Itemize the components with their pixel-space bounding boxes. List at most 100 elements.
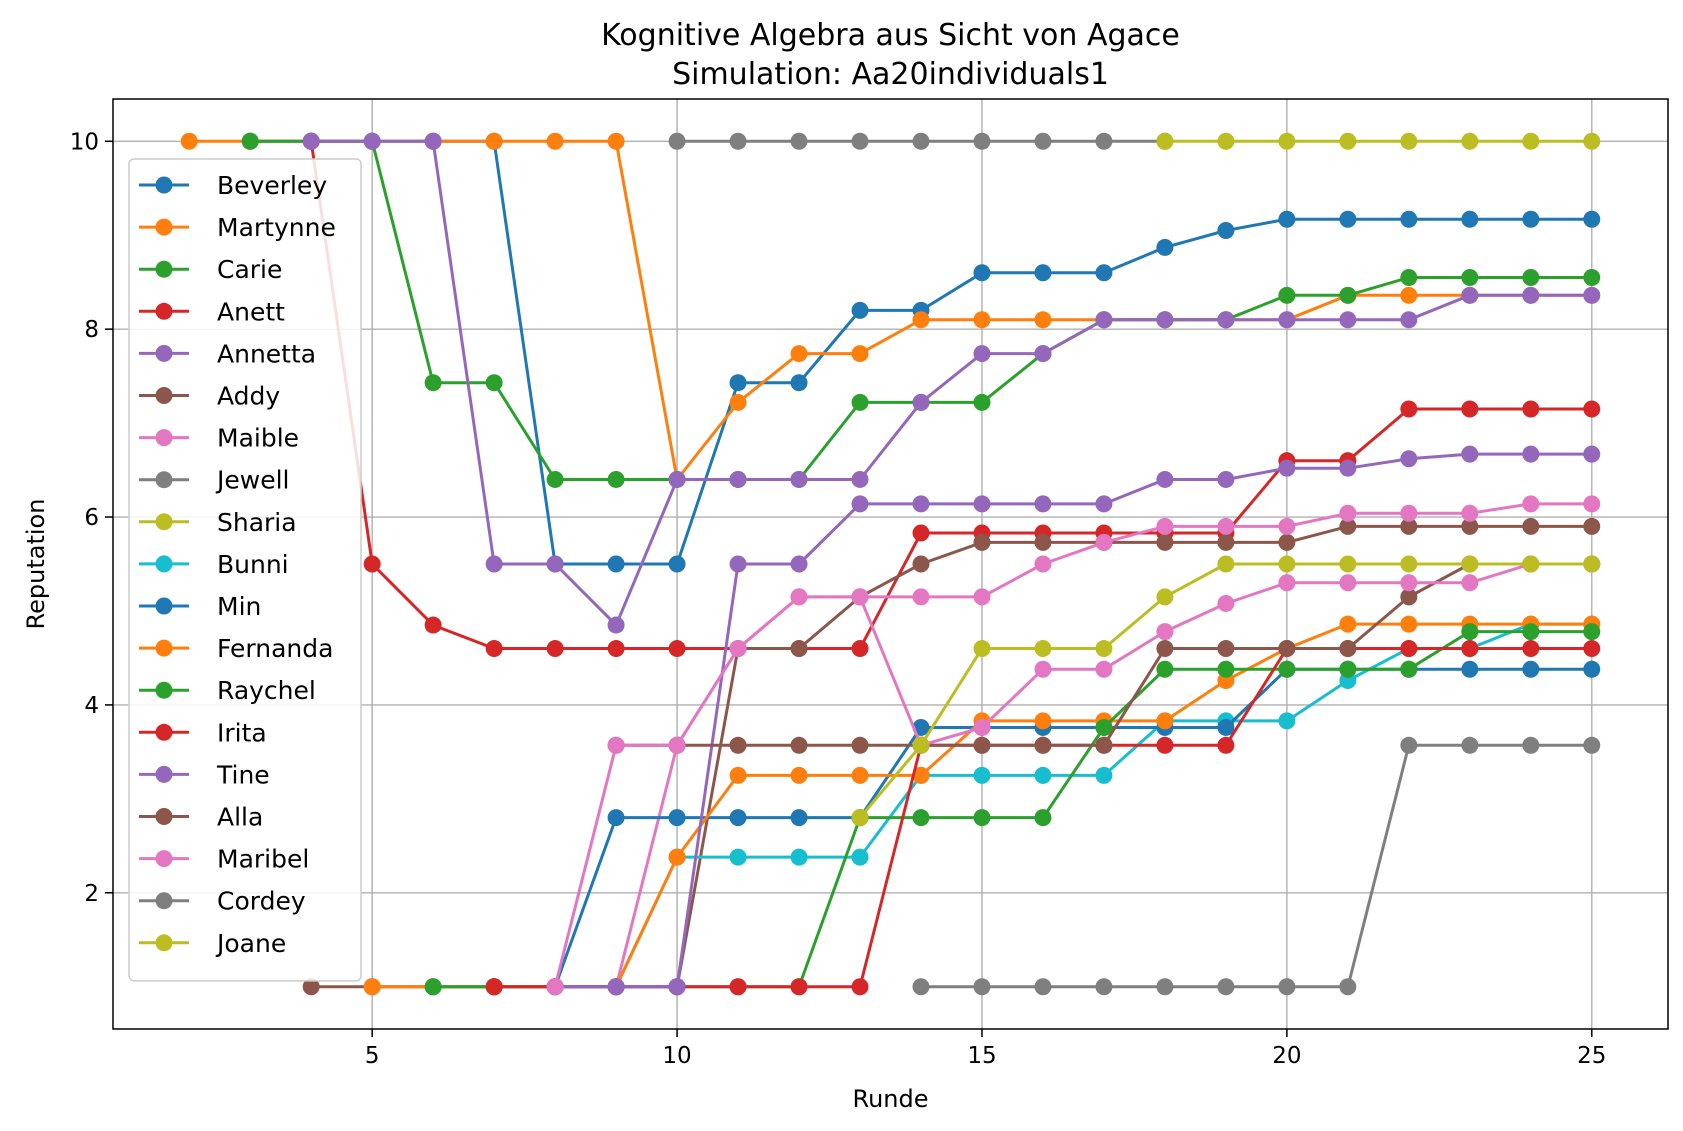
data-point [851, 848, 869, 866]
data-point [485, 555, 503, 573]
legend-label: Jewell [215, 466, 289, 495]
data-point [1400, 660, 1418, 678]
legend-item: Sharia [139, 508, 297, 537]
data-point [607, 640, 625, 658]
data-point [1522, 555, 1540, 573]
data-point [607, 470, 625, 488]
data-point [1034, 640, 1052, 658]
data-point [851, 470, 869, 488]
legend-label: Min [217, 592, 261, 621]
data-point [1461, 574, 1479, 592]
legend-marker [155, 344, 173, 362]
y-tick-label: 10 [70, 129, 99, 155]
data-point [912, 524, 930, 542]
data-point [973, 640, 991, 658]
legend-label: Beverley [217, 171, 327, 200]
legend-label: Cordey [217, 887, 306, 916]
data-point [1278, 712, 1296, 730]
data-point [1400, 286, 1418, 304]
data-point [1156, 588, 1174, 606]
data-point [973, 718, 991, 736]
legend-label: Bunni [217, 550, 289, 579]
data-point [1217, 470, 1235, 488]
data-point [668, 640, 686, 658]
data-point [668, 555, 686, 573]
legend-item: Joane [139, 929, 286, 958]
legend-marker [155, 681, 173, 699]
data-point [485, 132, 503, 150]
legend-label: Annetta [217, 339, 316, 368]
data-point [851, 495, 869, 513]
legend-label: Sharia [217, 508, 297, 537]
legend-item: Jewell [139, 466, 289, 495]
legend-item: Raychel [139, 676, 316, 705]
data-point [1339, 555, 1357, 573]
legend-item: Annetta [139, 339, 316, 368]
data-point [1583, 623, 1601, 641]
axis-ticks: 5 10 15 20 25 2 4 6 8 10 [70, 129, 1607, 1069]
data-point [1156, 712, 1174, 730]
data-point [1400, 574, 1418, 592]
data-point [1278, 517, 1296, 535]
data-point [1522, 400, 1540, 418]
data-point [1400, 640, 1418, 658]
data-point [1339, 978, 1357, 996]
legend-label: Alla [217, 803, 263, 832]
data-point [729, 736, 747, 754]
data-point [1339, 640, 1357, 658]
data-point [1034, 712, 1052, 730]
legend-marker [155, 387, 173, 404]
data-point [1095, 495, 1113, 513]
data-point [1095, 533, 1113, 551]
data-point [1339, 517, 1357, 535]
data-point [790, 736, 808, 754]
data-point [668, 848, 686, 866]
data-point [912, 555, 930, 573]
data-point [1217, 660, 1235, 678]
legend-item: Alla [139, 803, 263, 832]
data-point [851, 736, 869, 754]
data-point [1522, 268, 1540, 286]
data-point [668, 809, 686, 827]
legend-item: Bunni [139, 550, 289, 579]
data-point [668, 978, 686, 996]
data-point [729, 809, 747, 827]
data-point [546, 978, 564, 996]
data-point [973, 264, 991, 282]
legend-label: Fernanda [217, 634, 333, 663]
data-point [1034, 264, 1052, 282]
data-point [1583, 400, 1601, 418]
x-tick-label: 10 [662, 1043, 691, 1069]
chart-subtitle: Simulation: Aa20individuals1 [672, 57, 1109, 92]
data-point [1217, 978, 1235, 996]
data-point [1339, 210, 1357, 228]
data-point [424, 978, 442, 996]
data-point [668, 132, 686, 150]
legend-marker [155, 429, 173, 447]
data-point [1217, 640, 1235, 658]
data-point [729, 555, 747, 573]
data-point [1522, 517, 1540, 535]
data-point [912, 311, 930, 329]
data-point [790, 555, 808, 573]
data-point [973, 766, 991, 784]
data-point [1278, 574, 1296, 592]
data-point [1034, 766, 1052, 784]
legend-label: Maible [217, 424, 299, 453]
data-point [424, 616, 442, 634]
data-point [1278, 640, 1296, 658]
data-point [1461, 623, 1479, 641]
legend-label: Addy [217, 382, 280, 411]
legend: Beverley Martynne Carie Anett Annetta Addy Mai… [128, 158, 362, 982]
data-point [1522, 210, 1540, 228]
y-axis-label: Reputation [22, 499, 50, 630]
legend-label: Tine [216, 760, 270, 789]
data-point [973, 311, 991, 329]
data-point [912, 809, 930, 827]
data-point [1156, 978, 1174, 996]
data-point [1339, 574, 1357, 592]
data-point [485, 640, 503, 658]
data-point [729, 132, 747, 150]
data-point [1339, 132, 1357, 150]
data-point [1400, 268, 1418, 286]
